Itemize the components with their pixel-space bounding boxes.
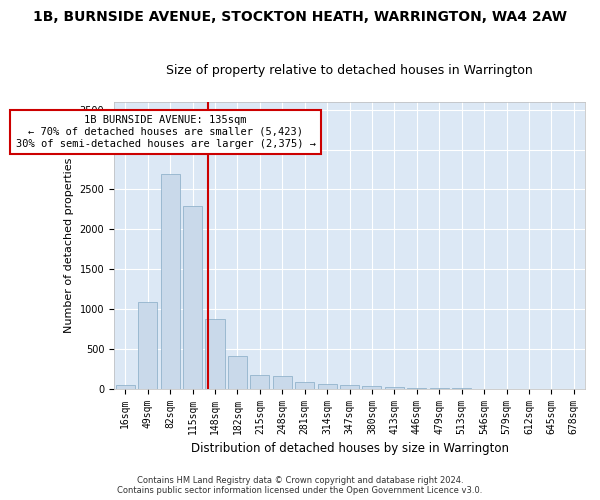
Bar <box>250 374 269 388</box>
Bar <box>340 385 359 388</box>
X-axis label: Distribution of detached houses by size in Warrington: Distribution of detached houses by size … <box>191 442 509 455</box>
Title: Size of property relative to detached houses in Warrington: Size of property relative to detached ho… <box>166 64 533 77</box>
Bar <box>183 206 202 388</box>
Bar <box>362 386 382 388</box>
Bar <box>317 384 337 388</box>
Bar <box>161 174 179 388</box>
Bar <box>273 376 292 388</box>
Bar <box>228 356 247 388</box>
Bar <box>295 382 314 388</box>
Bar <box>385 387 404 388</box>
Bar <box>138 302 157 388</box>
Text: 1B, BURNSIDE AVENUE, STOCKTON HEATH, WARRINGTON, WA4 2AW: 1B, BURNSIDE AVENUE, STOCKTON HEATH, WAR… <box>33 10 567 24</box>
Text: Contains HM Land Registry data © Crown copyright and database right 2024.
Contai: Contains HM Land Registry data © Crown c… <box>118 476 482 495</box>
Bar <box>116 384 135 388</box>
Bar <box>205 320 224 388</box>
Y-axis label: Number of detached properties: Number of detached properties <box>64 158 74 333</box>
Text: 1B BURNSIDE AVENUE: 135sqm
← 70% of detached houses are smaller (5,423)
30% of s: 1B BURNSIDE AVENUE: 135sqm ← 70% of deta… <box>16 116 316 148</box>
